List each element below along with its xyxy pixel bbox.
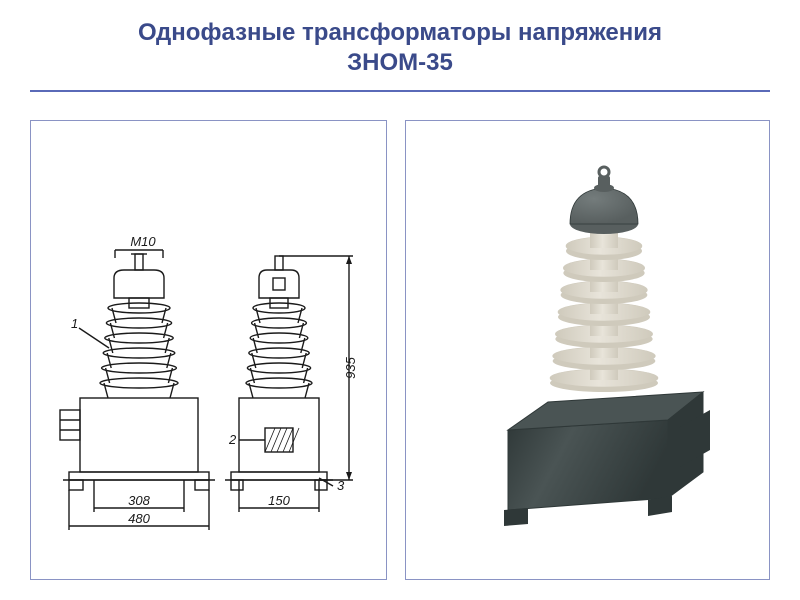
svg-text:3: 3	[337, 478, 345, 493]
panel-drawing: 308 480 М10 1 935 150 2 3	[30, 120, 387, 580]
title-line-1: Однофазные трансформаторы напряжения	[30, 18, 770, 48]
svg-text:2: 2	[228, 432, 237, 447]
page-title: Однофазные трансформаторы напряжения ЗНО…	[30, 18, 770, 78]
svg-text:150: 150	[268, 493, 290, 508]
title-line-2: ЗНОМ-35	[30, 48, 770, 78]
divider	[30, 90, 770, 92]
panel-photo	[405, 120, 770, 580]
svg-text:480: 480	[128, 511, 150, 526]
transformer-photo	[438, 160, 738, 540]
svg-text:308: 308	[128, 493, 150, 508]
technical-diagram: 308 480 М10 1 935 150 2 3	[44, 170, 374, 530]
slide: Однофазные трансформаторы напряжения ЗНО…	[0, 0, 800, 600]
svg-text:935: 935	[343, 356, 358, 378]
content-row: 308 480 М10 1 935 150 2 3	[30, 120, 770, 580]
svg-text:1: 1	[71, 316, 78, 331]
svg-text:М10: М10	[130, 234, 156, 249]
